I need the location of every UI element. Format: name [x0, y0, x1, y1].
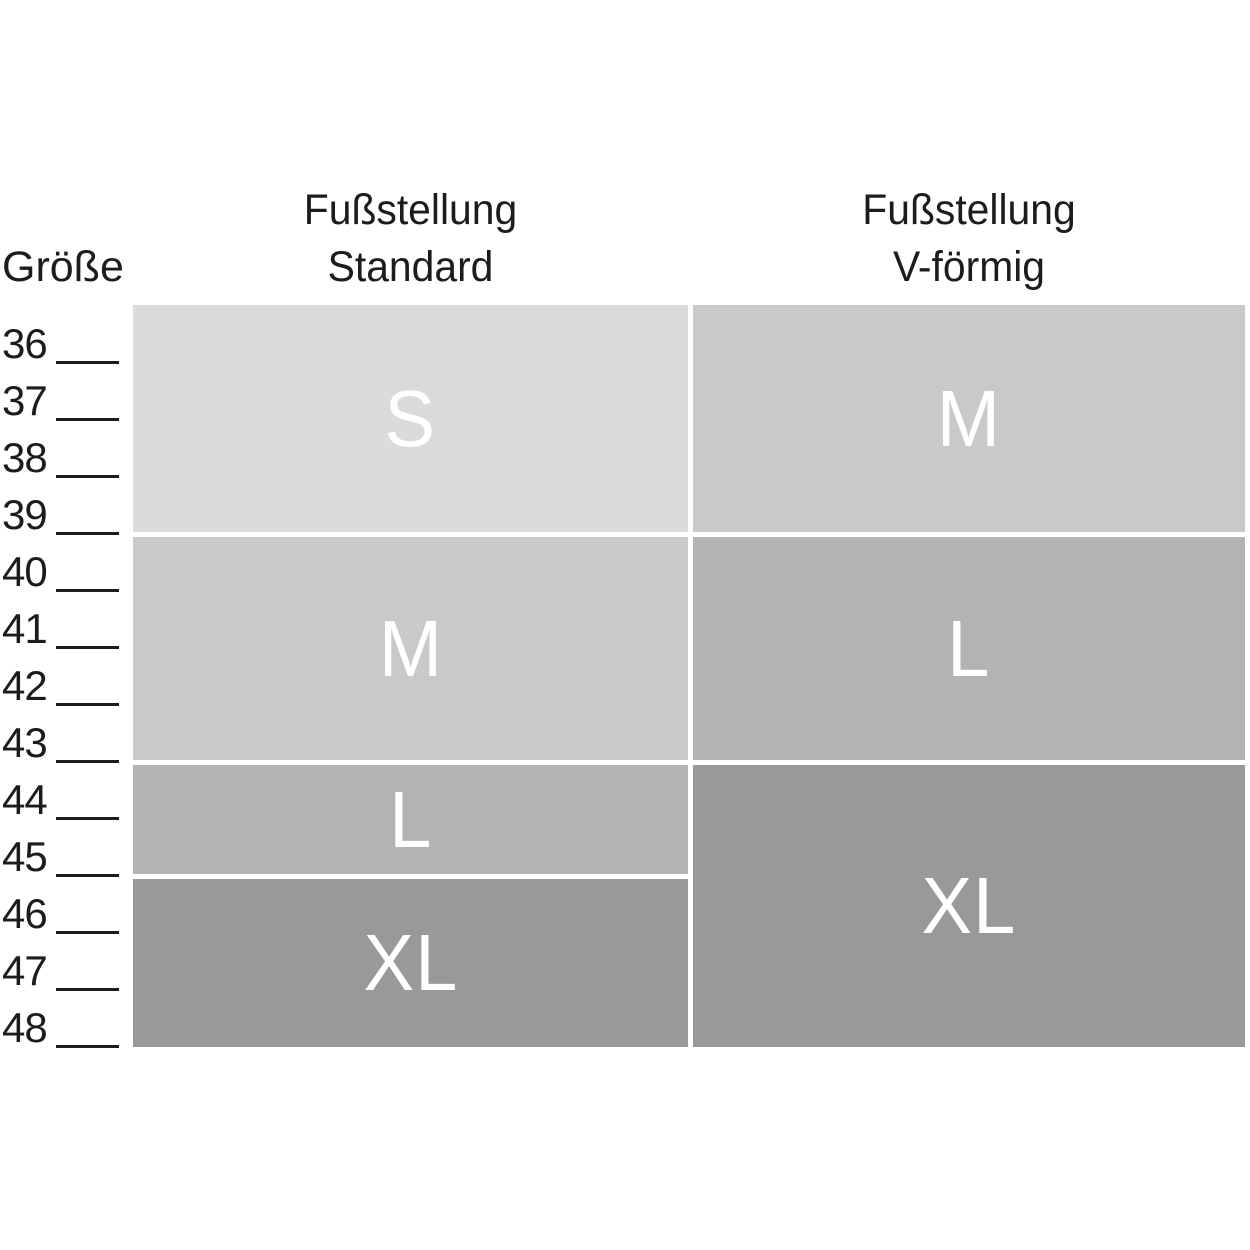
size-row: 47: [2, 948, 119, 992]
size-label: 37: [2, 377, 48, 424]
axis-title: Größe: [2, 243, 124, 291]
size-label: 38: [2, 434, 48, 481]
band-standard-m: M: [133, 537, 688, 760]
tick-line: [55, 931, 119, 934]
band-vshape-xl: XL: [693, 765, 1245, 1047]
size-label: 36: [2, 320, 48, 367]
size-label: 40: [2, 548, 48, 595]
size-label: 42: [2, 662, 48, 709]
tick-line: [55, 1045, 119, 1048]
size-row: 45: [2, 834, 119, 878]
size-row: 40: [2, 549, 119, 593]
size-row: 46: [2, 891, 119, 935]
size-label: 45: [2, 833, 48, 880]
size-row: 43: [2, 720, 119, 764]
header-line: Fußstellung: [862, 186, 1076, 234]
size-row: 42: [2, 663, 119, 707]
tick-line: [55, 874, 119, 877]
tick-line: [55, 817, 119, 820]
tick-line: [55, 646, 119, 649]
band-label: S: [384, 373, 437, 463]
column-header-v-shape: Fußstellung V-förmig: [707, 182, 1231, 296]
band-standard-xl: XL: [133, 879, 688, 1047]
size-row: 37: [2, 378, 119, 422]
size-label: 43: [2, 719, 48, 766]
band-label: XL: [363, 918, 458, 1007]
header-line: Fußstellung: [303, 186, 518, 234]
band-label: M: [936, 373, 1002, 463]
band-standard-s: S: [133, 305, 688, 532]
header-line: Standard: [327, 243, 494, 291]
tick-line: [55, 532, 119, 535]
tick-line: [55, 988, 119, 991]
tick-line: [55, 589, 119, 592]
column-header-standard: Fußstellung Standard: [147, 182, 674, 296]
tick-line: [55, 760, 119, 763]
size-row: 39: [2, 492, 119, 536]
size-label: 39: [2, 491, 48, 538]
tick-line: [55, 361, 119, 364]
band-label: M: [378, 603, 443, 693]
size-row: 38: [2, 435, 119, 479]
size-label: 41: [2, 605, 48, 652]
band-label: L: [947, 603, 991, 693]
band-vshape-l: L: [693, 537, 1245, 760]
tick-line: [55, 418, 119, 421]
size-label: 48: [2, 1004, 48, 1051]
size-label: 44: [2, 776, 48, 823]
tick-line: [55, 475, 119, 478]
size-row: 41: [2, 606, 119, 650]
band-label: L: [388, 774, 433, 864]
tick-line: [55, 703, 119, 706]
band-label: XL: [921, 861, 1017, 950]
header-line: V-förmig: [892, 243, 1046, 291]
band-standard-l: L: [133, 765, 688, 874]
band-vshape-m: M: [693, 305, 1245, 532]
size-label: 46: [2, 890, 48, 937]
size-row: 48: [2, 1005, 119, 1049]
size-row: 36: [2, 321, 119, 365]
size-label: 47: [2, 947, 48, 994]
size-row: 44: [2, 777, 119, 821]
